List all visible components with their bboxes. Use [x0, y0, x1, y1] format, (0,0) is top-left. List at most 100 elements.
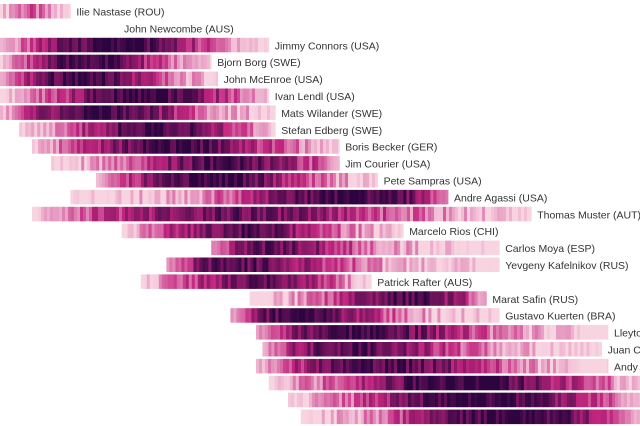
heatmap-row: [121, 223, 404, 239]
heatmap-cell: [422, 308, 426, 323]
heatmap-cell: [345, 392, 349, 408]
heatmap-cell: [493, 240, 497, 256]
heatmap-cell: [332, 139, 336, 154]
heatmap-cell: [63, 156, 67, 171]
heatmap-cell: [471, 409, 476, 425]
heatmap-cell: [267, 156, 271, 171]
heatmap-cell: [298, 257, 302, 272]
heatmap-cell: [394, 189, 398, 205]
heatmap-cell: [306, 409, 311, 425]
heatmap-cell: [78, 105, 82, 120]
heatmap-cell: [390, 392, 394, 408]
heatmap-cell: [96, 105, 100, 120]
heatmap-cell: [400, 325, 404, 340]
heatmap-cell: [463, 257, 467, 272]
heatmap-cell: [577, 375, 582, 391]
heatmap-cell: [42, 37, 46, 53]
heatmap-cell: [436, 325, 440, 340]
heatmap-cell: [517, 375, 522, 391]
heatmap-cell: [39, 88, 43, 103]
heatmap-cell: [433, 257, 437, 272]
heatmap-cell: [451, 342, 455, 357]
heatmap-cell: [558, 392, 562, 408]
heatmap-cell: [213, 88, 217, 103]
heatmap-cell: [393, 392, 397, 408]
heatmap-cell: [568, 375, 573, 391]
heatmap-cell: [66, 54, 70, 70]
heatmap-cell: [437, 308, 441, 323]
heatmap-cell: [428, 308, 432, 323]
heatmap-cell: [541, 375, 546, 391]
heatmap-cell: [176, 139, 180, 154]
heatmap-cell: [181, 223, 185, 239]
heatmap-cell: [469, 257, 473, 272]
heatmap-cell: [601, 358, 605, 374]
heatmap-cell: [160, 189, 164, 205]
heatmap-cell: [583, 342, 587, 357]
heatmap-cell: [165, 156, 169, 171]
heatmap-cell: [265, 342, 269, 357]
heatmap-cell: [316, 325, 320, 340]
heatmap-cell: [197, 139, 201, 154]
heatmap-cell: [134, 206, 138, 222]
heatmap-cell: [348, 392, 352, 408]
heatmap-cell: [202, 122, 206, 137]
heatmap-cell: [550, 342, 554, 357]
heatmap-cell: [322, 358, 326, 374]
heatmap-cell: [214, 189, 218, 205]
heatmap-cell: [574, 358, 578, 374]
heatmap-cell: [284, 139, 288, 154]
heatmap-cell: [127, 122, 131, 137]
heatmap-cell: [44, 206, 48, 222]
heatmap-cell: [382, 223, 386, 239]
heatmap-cell: [307, 223, 311, 239]
heatmap-cell: [416, 206, 420, 222]
heatmap-cell: [403, 240, 407, 256]
heatmap-cell: [424, 325, 428, 340]
heatmap-cell: [537, 409, 542, 425]
heatmap-cell: [589, 325, 593, 340]
heatmap-cell: [559, 375, 564, 391]
heatmap-cell: [133, 223, 137, 239]
heatmap-cell: [431, 308, 435, 323]
heatmap-cell: [253, 257, 257, 272]
heatmap-cell: [166, 257, 170, 272]
heatmap-cell: [187, 257, 191, 272]
heatmap-cell: [268, 342, 272, 357]
heatmap-cell: [201, 173, 205, 188]
heatmap-cell: [580, 358, 584, 374]
heatmap-cell: [66, 88, 70, 103]
heatmap-cell: [349, 325, 353, 340]
heatmap-cell: [377, 308, 381, 323]
heatmap-cell: [356, 274, 361, 289]
heatmap-cell: [427, 257, 431, 272]
heatmap-cell: [96, 173, 100, 188]
heatmap-cell: [391, 223, 395, 239]
heatmap-cell: [538, 375, 543, 391]
heatmap-cell: [457, 240, 461, 256]
heatmap-cell: [149, 139, 153, 154]
heatmap-cell: [367, 223, 371, 239]
heatmap-cell: [394, 223, 398, 239]
heatmap-cell: [299, 308, 303, 323]
heatmap-cell: [120, 37, 124, 53]
heatmap-cell: [296, 274, 301, 289]
heatmap-cell: [135, 105, 139, 120]
heatmap-cell: [87, 156, 91, 171]
heatmap-cell: [129, 71, 133, 87]
heatmap-cell: [627, 392, 631, 408]
heatmap-cell: [246, 156, 250, 171]
heatmap-cell: [192, 156, 196, 171]
heatmap-cell: [321, 291, 325, 306]
heatmap-cell: [537, 392, 541, 408]
heatmap-cell: [36, 54, 40, 70]
heatmap-cell: [25, 122, 29, 137]
heatmap-cell: [181, 122, 185, 137]
heatmap-cell: [30, 105, 34, 120]
heatmap-cell: [299, 274, 304, 289]
heatmap-cell: [372, 409, 377, 425]
heatmap-cell: [269, 206, 273, 222]
heatmap-cell: [184, 189, 188, 205]
heatmap-cell: [9, 37, 13, 53]
heatmap-cell: [63, 4, 67, 19]
